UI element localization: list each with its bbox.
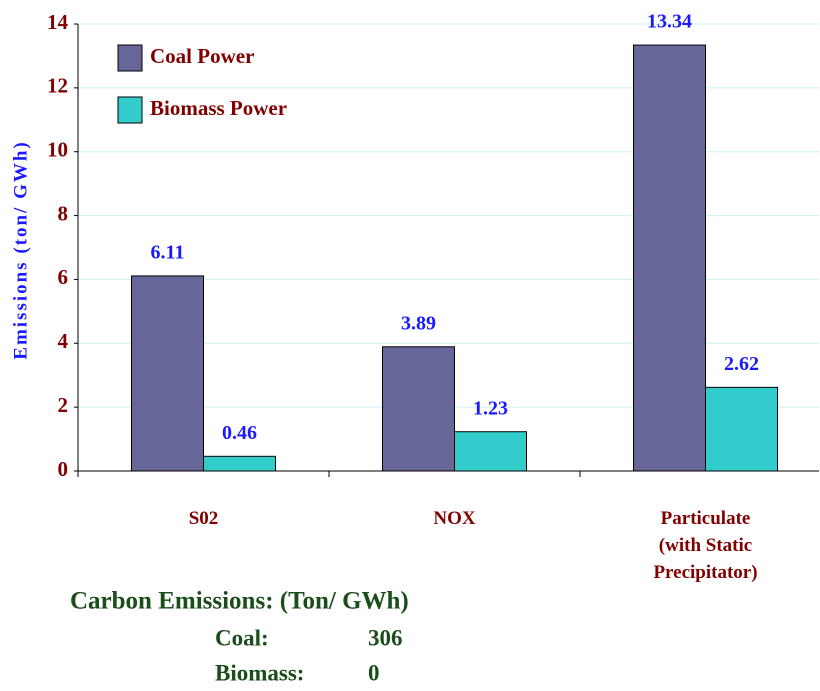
y-tick-label: 8 <box>58 201 69 225</box>
value-label: 3.89 <box>401 312 436 334</box>
y-tick-label: 0 <box>58 457 69 481</box>
value-label: 1.23 <box>473 397 508 419</box>
y-tick-label: 4 <box>58 329 69 353</box>
carbon-value: 306 <box>368 625 403 650</box>
y-tick-label: 2 <box>58 393 69 417</box>
value-label: 13.34 <box>647 11 692 33</box>
bar <box>203 455 276 472</box>
value-label: 2.62 <box>724 353 759 375</box>
bar <box>705 386 778 472</box>
legend-label: Coal Power <box>150 44 254 68</box>
bar <box>454 431 527 472</box>
y-tick-label: 12 <box>47 74 68 98</box>
x-tick-label: Particulate (with Static Precipitator) <box>653 508 757 583</box>
legend-label: Biomass Power <box>150 96 287 120</box>
x-tick-label: S02 <box>189 508 219 529</box>
x-tick-label-line: Precipitator) <box>653 562 757 583</box>
legend-swatch <box>117 96 143 124</box>
carbon-label: Biomass: <box>215 660 304 685</box>
x-tick-label-line: Particulate <box>661 508 751 529</box>
value-label: 0.46 <box>222 422 257 444</box>
y-axis-label: Emissions (ton/ GWh) <box>10 140 31 359</box>
carbon-title: Carbon Emissions: (Ton/ GWh) <box>70 588 409 615</box>
x-tick-label: NOX <box>433 508 476 529</box>
bar <box>131 275 204 472</box>
x-tick-label-line: NOX <box>433 508 476 529</box>
y-tick-label: 10 <box>47 138 68 162</box>
value-label: 6.11 <box>151 242 185 264</box>
y-tick-label: 14 <box>47 10 69 34</box>
bar <box>382 346 455 472</box>
legend-swatch <box>117 44 143 72</box>
carbon-value: 0 <box>368 660 380 685</box>
x-tick-label-line: (with Static <box>659 535 752 556</box>
y-tick-label: 6 <box>58 265 69 289</box>
bar <box>633 44 706 472</box>
x-tick-label-line: S02 <box>189 508 219 529</box>
carbon-label: Coal: <box>215 625 269 650</box>
